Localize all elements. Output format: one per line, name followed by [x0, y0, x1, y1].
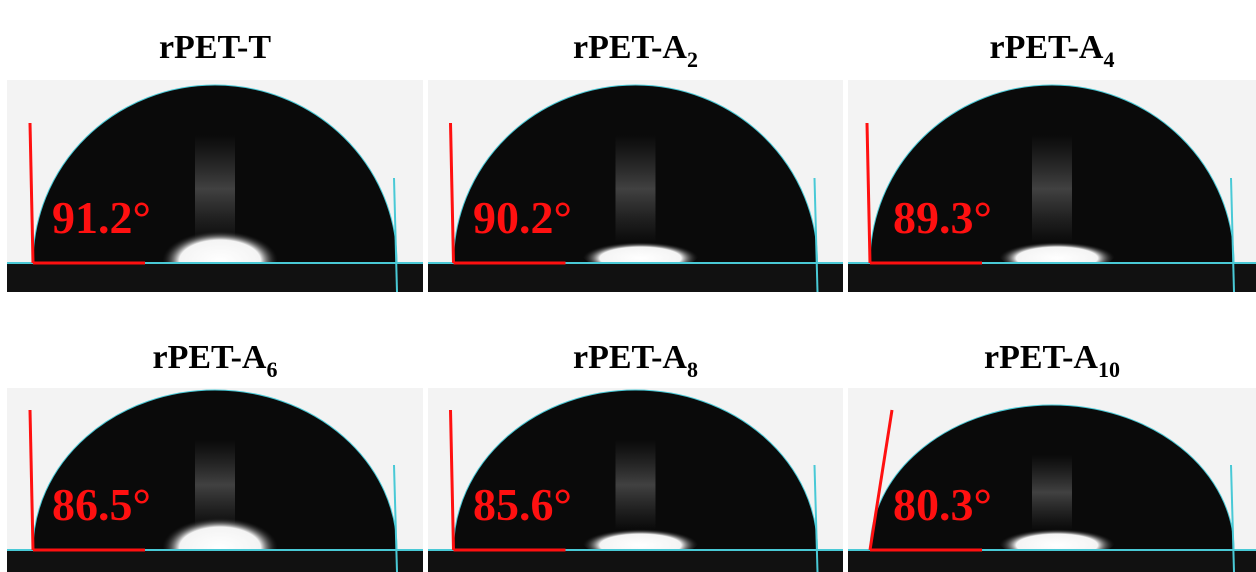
angle-label: 86.5°	[52, 479, 151, 530]
panel-title-text: rPET-A	[984, 339, 1098, 376]
panel-title-text: rPET-T	[159, 29, 271, 66]
panel-title: rPET-A6	[153, 339, 278, 382]
panel-title-text: rPET-A	[153, 339, 267, 376]
reflection-haze	[616, 440, 656, 530]
panel-title: rPET-A10	[984, 339, 1120, 382]
panel-title-subscript: 8	[687, 357, 698, 382]
panel: rPET-A2 90.2°	[428, 29, 843, 292]
panel-title-text: rPET-A	[573, 29, 687, 66]
panel: rPET-A6 86.5°	[7, 339, 423, 572]
panel-title-subscript: 6	[266, 357, 277, 382]
panel-title: rPET-A2	[573, 29, 698, 72]
panel-title: rPET-T	[159, 29, 271, 66]
panel-title-subscript: 2	[687, 47, 698, 72]
reflection-haze	[1032, 135, 1072, 243]
reflection-haze	[1032, 455, 1072, 530]
stage	[428, 263, 843, 292]
angle-label: 80.3°	[893, 479, 992, 530]
panel: rPET-A8 85.6°	[428, 339, 843, 572]
panel-title: rPET-A8	[573, 339, 698, 382]
angle-label: 85.6°	[473, 479, 572, 530]
panel: rPET-T 91.2°	[7, 29, 423, 292]
angle-label: 91.2°	[52, 192, 151, 243]
panel-title-subscript: 4	[1103, 47, 1114, 72]
panel-title-text: rPET-A	[573, 339, 687, 376]
stage	[7, 550, 423, 572]
panel-title-text: rPET-A	[990, 29, 1104, 66]
stage	[848, 263, 1256, 292]
panel-title: rPET-A4	[990, 29, 1115, 72]
figure: rPET-T91.2°rPET-A290.2°rPET-A489.3°rPET-…	[0, 0, 1256, 572]
angle-label: 90.2°	[473, 192, 572, 243]
stage	[848, 550, 1256, 572]
panel: rPET-A10 80.3°	[848, 339, 1256, 572]
stage	[7, 263, 423, 292]
angle-label: 89.3°	[893, 192, 992, 243]
reflection-haze	[616, 135, 656, 243]
panel: rPET-A4 89.3°	[848, 29, 1256, 292]
panel-title-subscript: 10	[1098, 357, 1120, 382]
stage	[428, 550, 843, 572]
